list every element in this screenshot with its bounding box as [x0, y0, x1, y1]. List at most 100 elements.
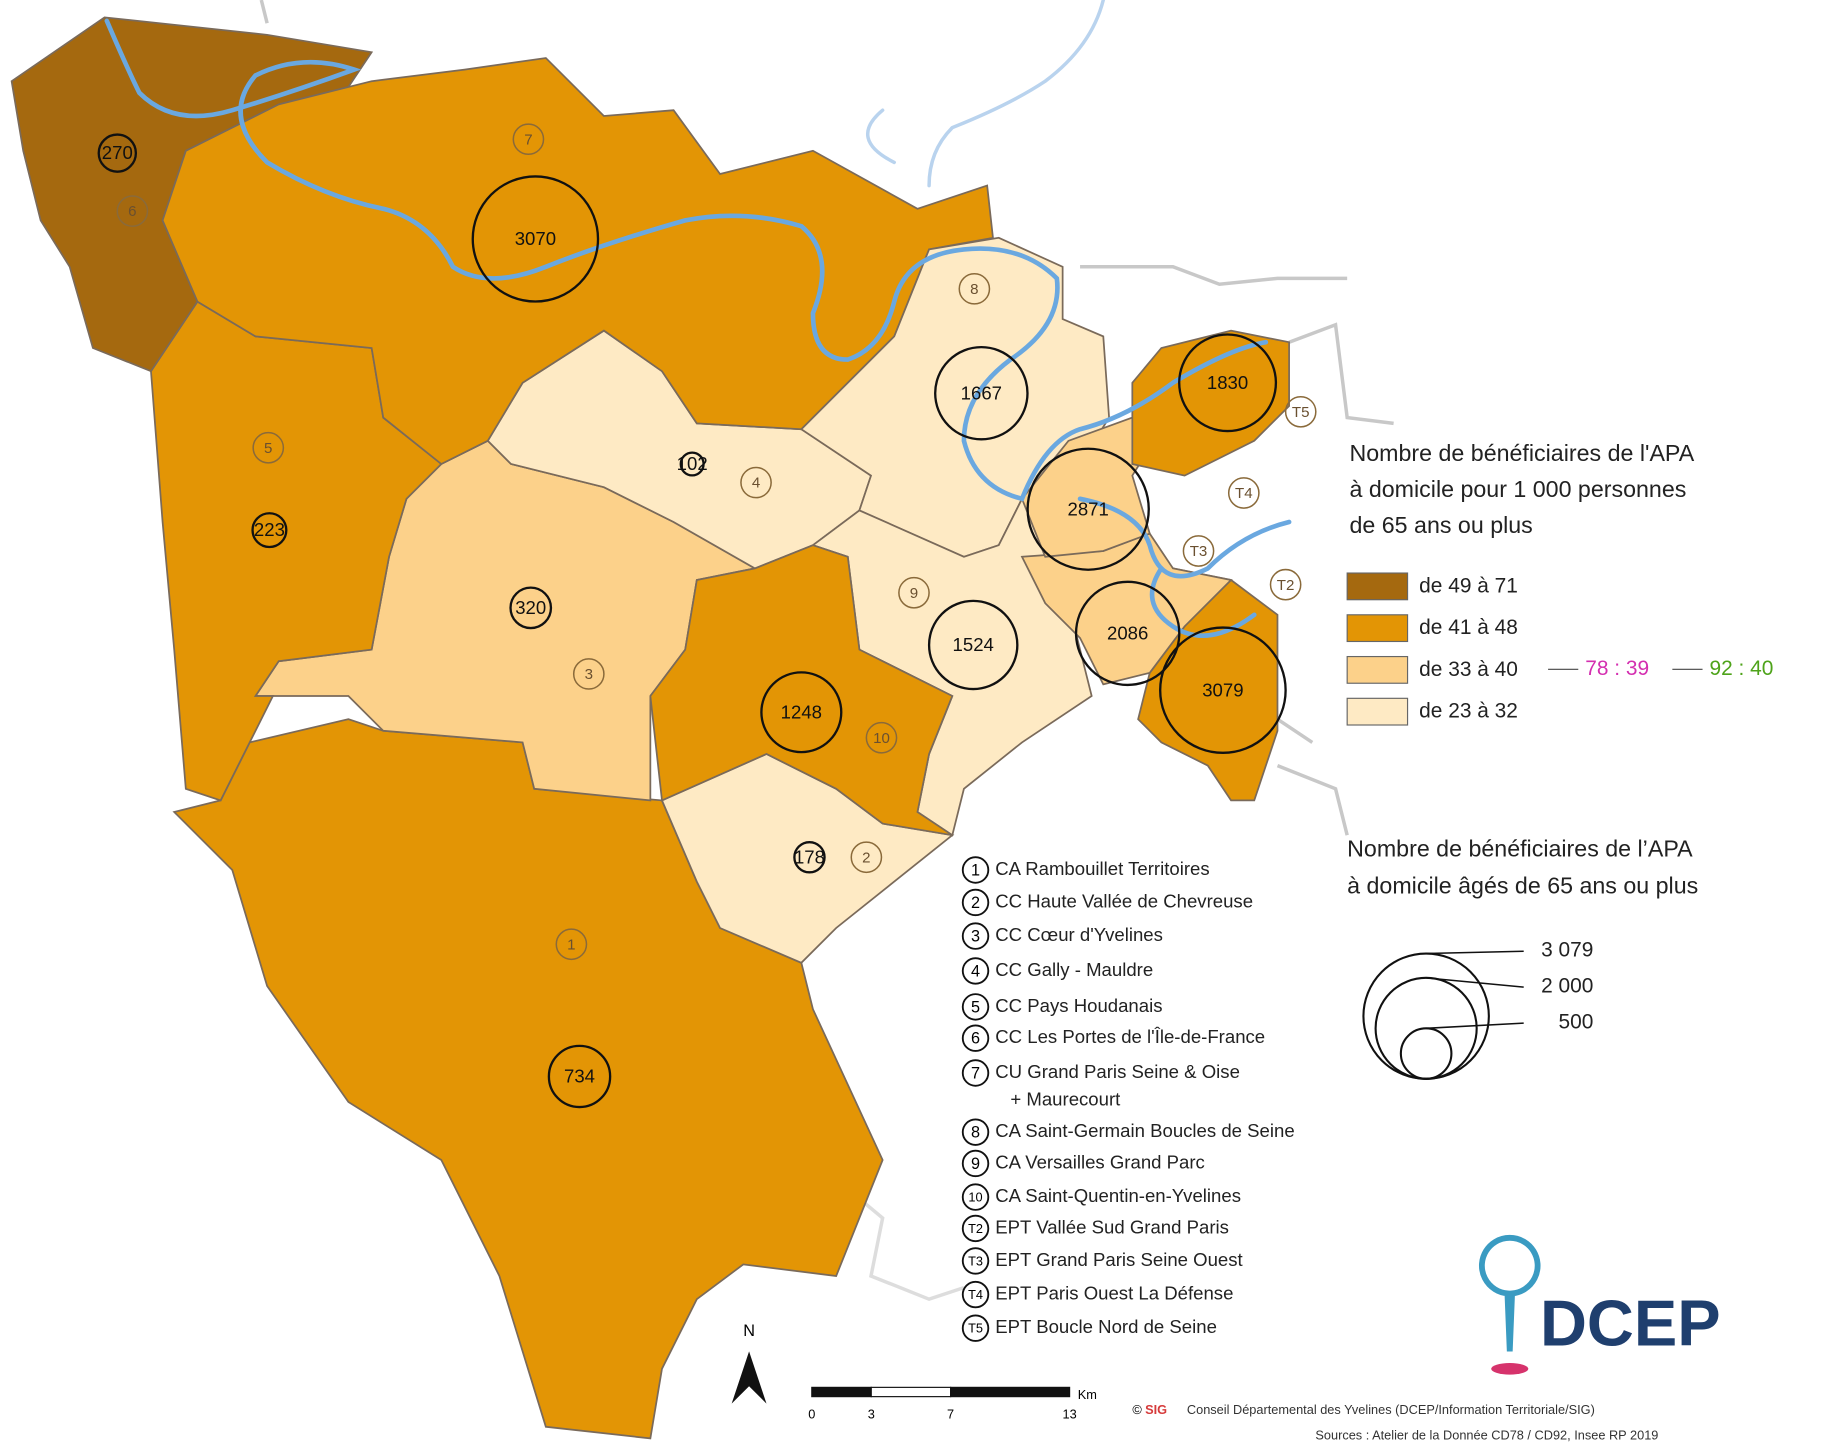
legend-circle	[1362, 952, 1490, 1080]
beneficiaries-label: 2086	[1107, 622, 1148, 643]
list-id-ring	[961, 922, 990, 950]
territory-id: T3	[1190, 543, 1208, 560]
credit-text: Conseil Départemental des Yvelines (DCEP…	[1187, 1402, 1595, 1417]
north-arrow-icon	[731, 1351, 767, 1404]
legend-swatch	[1346, 697, 1409, 726]
beneficiaries-circle	[679, 451, 705, 477]
scale-segment	[950, 1386, 1071, 1398]
beneficiaries-label: 2871	[1068, 498, 1109, 519]
list-id: 1	[971, 861, 980, 879]
legend-swatch	[1346, 655, 1409, 684]
beneficiaries-label: 1524	[953, 634, 994, 655]
legend-swatch	[1346, 614, 1409, 643]
territory-id-ring	[740, 466, 772, 499]
territory-id-ring	[865, 721, 898, 754]
list-name: CA Saint-Quentin-en-Yvelines	[995, 1185, 1241, 1206]
territory-id: 8	[970, 281, 978, 298]
beneficiaries-label: 1830	[1207, 372, 1248, 393]
territory-id: 7	[524, 131, 532, 148]
department-value: 92 : 40	[1710, 657, 1774, 680]
scale-segment	[811, 1386, 872, 1398]
territory-id-ring	[1284, 395, 1317, 428]
list-id-ring	[961, 993, 990, 1021]
beneficiaries-label: 270	[102, 142, 133, 163]
scale-label: 0	[808, 1407, 815, 1422]
territory-id: 5	[264, 440, 272, 457]
territory-id-ring	[252, 431, 285, 464]
beneficiaries-circle	[471, 175, 600, 303]
scale-label: 13	[1063, 1407, 1077, 1422]
credit-copyright: ©	[1132, 1402, 1142, 1417]
legend-title: à domicile âgés de 65 ans ou plus	[1347, 873, 1698, 899]
list-id: T4	[968, 1287, 983, 1302]
list-name: EPT Vallée Sud Grand Paris	[995, 1216, 1229, 1237]
legend-label: de 49 à 71	[1419, 574, 1518, 597]
territory-id: 3	[585, 666, 593, 683]
legend-circle-label: 3 079	[1541, 939, 1593, 962]
beneficiaries-circle	[934, 345, 1029, 441]
legend-leader	[1426, 977, 1524, 988]
beneficiaries-label: 1248	[781, 701, 822, 722]
beneficiaries-circle	[1026, 447, 1150, 571]
list-id: 4	[971, 962, 980, 980]
territory-id-ring	[1227, 477, 1260, 509]
territory	[1131, 329, 1290, 477]
territory-id: 1	[567, 936, 575, 953]
territory-id: T2	[1277, 577, 1295, 594]
territory-id: 2	[862, 849, 870, 866]
logo-icon	[1479, 1235, 1541, 1352]
list-name: CC Cœur d'Yvelines	[995, 924, 1163, 945]
logo: DCEP	[1479, 1235, 1721, 1375]
list-id: T5	[968, 1321, 983, 1336]
logo-text: DCEP	[1540, 1286, 1721, 1359]
beneficiaries-label: 223	[254, 519, 285, 540]
territory-id: 9	[910, 585, 918, 602]
territory-id-ring	[1269, 568, 1302, 601]
legend-title: de 65 ans ou plus	[1349, 512, 1532, 538]
list-id-ring	[961, 1214, 990, 1243]
scale-segment	[870, 1386, 952, 1398]
list-id: 10	[968, 1190, 982, 1205]
north-label: N	[743, 1322, 755, 1340]
list-id-ring	[961, 1314, 990, 1342]
territory	[1020, 416, 1163, 558]
territory-id-ring	[555, 928, 588, 961]
beneficiaries-label: 178	[794, 846, 825, 867]
legend: 1 CA Rambouillet Territoires 2 CC Haute Val…	[808, 440, 1773, 1422]
list-id-ring	[961, 1118, 990, 1146]
territory-id-ring	[572, 658, 605, 690]
list-id: 6	[971, 1030, 980, 1048]
territory-id-ring	[1182, 535, 1215, 567]
legend-leader	[1426, 950, 1524, 955]
legend-title: Nombre de bénéficiaires de l'APA	[1349, 440, 1694, 466]
legend-circle-label: 500	[1559, 1011, 1594, 1034]
beneficiaries-circle	[1159, 626, 1287, 754]
beneficiaries-circle	[1074, 580, 1181, 687]
list-id-ring	[961, 957, 990, 985]
territory-id-ring	[850, 841, 883, 874]
beneficiaries-circle	[251, 512, 288, 549]
list-name: + Maurecourt	[1010, 1089, 1121, 1110]
list-id: T3	[968, 1253, 983, 1268]
north-arrow: N	[731, 1322, 767, 1404]
territory-id: 10	[873, 730, 890, 747]
list-id: 7	[971, 1064, 980, 1082]
legend-label: de 33 à 40	[1419, 658, 1518, 681]
list-name: CC Gally - Mauldre	[995, 959, 1153, 980]
list-id-ring	[961, 1149, 990, 1178]
list-name: CC Les Portes de l'Île-de-France	[995, 1026, 1265, 1047]
territory-id: 4	[752, 475, 760, 492]
list-id-ring	[961, 1280, 990, 1309]
beneficiaries-circle	[927, 599, 1019, 691]
scale-label: 3	[868, 1407, 875, 1422]
beneficiaries-label: 1667	[961, 382, 1002, 403]
list-name: EPT Grand Paris Seine Ouest	[995, 1249, 1243, 1270]
list-id: 8	[971, 1124, 980, 1142]
beneficiaries-circle	[760, 671, 843, 754]
legend-swatch	[1346, 572, 1409, 601]
list-name: CC Haute Vallée de Chevreuse	[995, 890, 1253, 911]
territory-shapes	[10, 16, 1290, 1440]
list-id: T2	[968, 1221, 983, 1236]
logo-icon	[1491, 1363, 1529, 1375]
